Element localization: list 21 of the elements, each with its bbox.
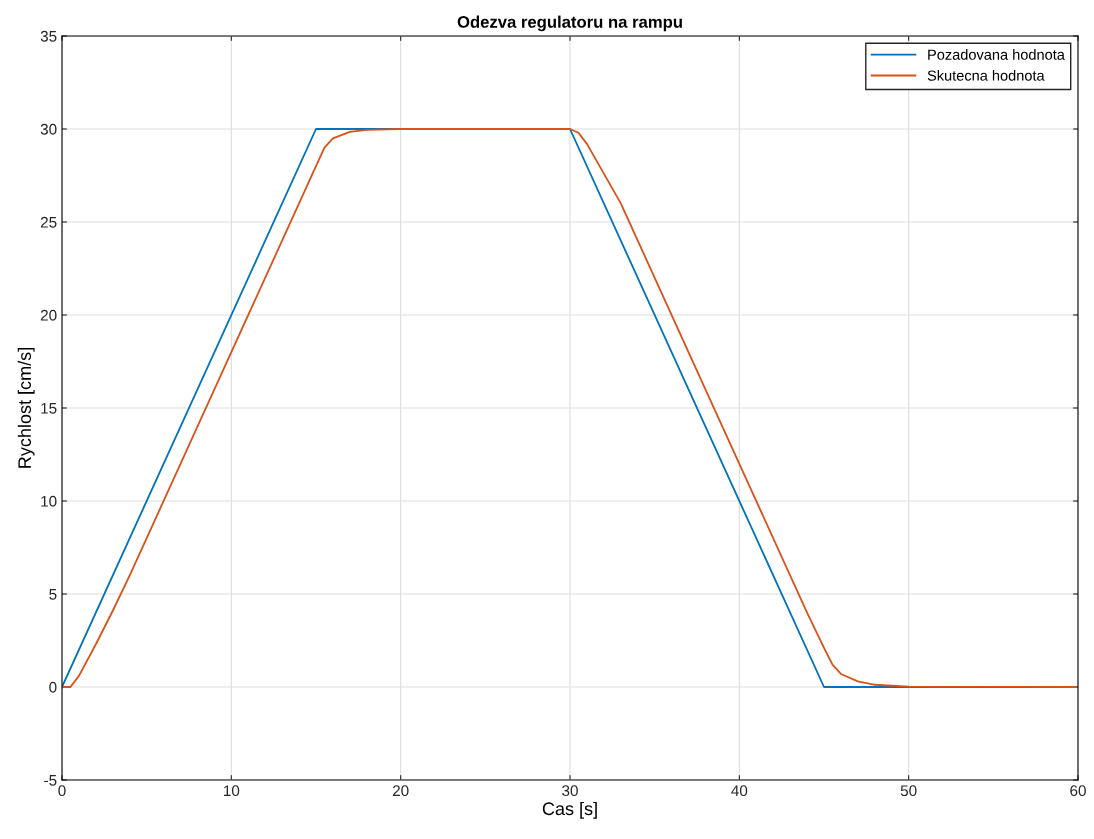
- x-tick-label: 60: [1070, 785, 1086, 797]
- y-tick-label: 20: [40, 309, 57, 321]
- x-tick-label: 40: [731, 785, 748, 797]
- x-tick-label: 20: [392, 785, 409, 797]
- x-tick-label: 10: [224, 785, 240, 797]
- y-tick-label: 10: [41, 495, 57, 507]
- legend-label: Pozadovana hodnota: [928, 49, 1065, 60]
- chart-title: Odezva regulatoru na rampu: [457, 15, 682, 32]
- y-tick-label: 30: [40, 123, 57, 135]
- x-tick-label: 30: [562, 785, 578, 797]
- y-tick-label: -5: [44, 775, 57, 786]
- y-tick-label: 15: [41, 403, 57, 414]
- y-axis-title: Rychlost [cm/s]: [17, 348, 35, 468]
- y-tick-label: 35: [40, 30, 57, 42]
- y-tick-label: 0: [49, 681, 57, 693]
- x-axis-title: Cas [s]: [542, 801, 597, 819]
- y-tick-label: 5: [49, 589, 57, 600]
- y-tick-label: 25: [40, 216, 57, 228]
- x-tick-label: 50: [900, 785, 917, 797]
- legend-label: Skutecna hodnota: [927, 70, 1045, 81]
- x-tick-label: 0: [58, 785, 66, 797]
